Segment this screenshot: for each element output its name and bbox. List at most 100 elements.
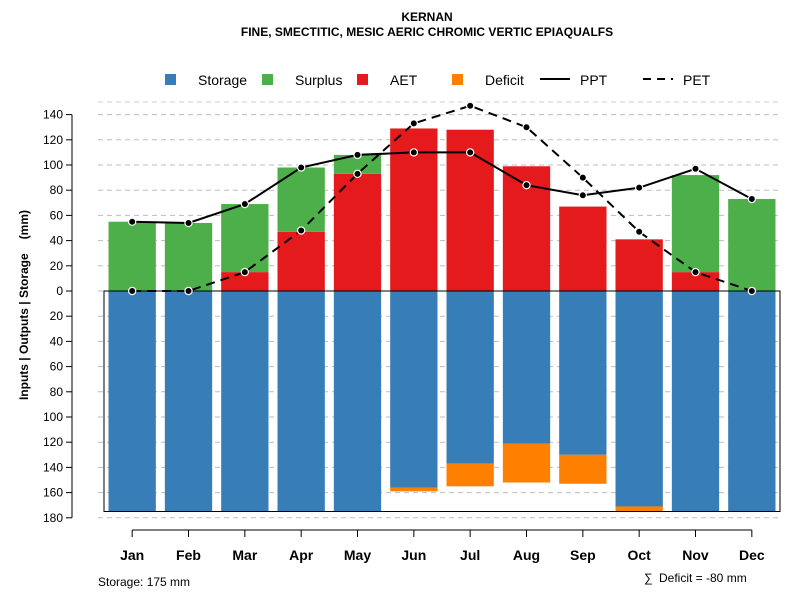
bar-storage	[221, 291, 269, 512]
storage-note: Storage: 175 mm	[98, 575, 190, 589]
y-tick-label: 160	[43, 486, 63, 500]
bar-deficit	[502, 443, 551, 483]
point-ppt	[634, 183, 644, 192]
legend-label: PET	[683, 72, 711, 88]
bar-storage	[502, 291, 551, 444]
y-axis-label-unit: (mm)	[17, 210, 31, 239]
y-tick-label: 140	[43, 460, 63, 474]
bar-surplus	[728, 199, 776, 291]
bar-deficit	[390, 487, 438, 492]
y-tick-label: 60	[50, 208, 64, 222]
bar-deficit	[559, 454, 607, 484]
bar-storage	[446, 291, 494, 464]
y-tick-label: 180	[43, 511, 63, 525]
bar-storage	[559, 291, 607, 455]
x-tick-label: Sep	[570, 547, 596, 563]
point-ppt	[240, 199, 250, 209]
y-tick-label: 20	[50, 259, 64, 273]
legend-label: Deficit	[485, 72, 524, 88]
y-tick-label: 60	[50, 360, 64, 374]
bar-storage	[390, 291, 438, 488]
legend-label: Surplus	[295, 72, 342, 88]
legend-swatch	[452, 74, 463, 85]
point-ppt	[691, 164, 700, 173]
sum-symbol: ∑	[644, 571, 653, 585]
legend-label: AET	[390, 72, 418, 88]
point-ppt	[296, 163, 306, 172]
y-tick-label: 0	[56, 284, 63, 298]
legend-swatch	[357, 74, 368, 85]
chart-subtitle: FINE, SMECTITIC, MESIC AERIC CHROMIC VER…	[241, 25, 613, 39]
bar-surplus	[164, 222, 213, 291]
x-tick-label: Oct	[627, 547, 651, 563]
x-tick-label: May	[344, 547, 371, 563]
bar-surplus	[108, 221, 156, 291]
bar-deficit	[615, 506, 663, 512]
x-tick-label: Apr	[289, 547, 314, 563]
bar-aet	[333, 173, 382, 291]
point-pet	[578, 173, 588, 182]
x-tick-label: Nov	[682, 547, 709, 563]
y-tick-label: 140	[43, 108, 63, 122]
point-pet	[634, 227, 644, 236]
line-pet	[132, 104, 753, 292]
legend-label: PPT	[580, 72, 608, 88]
bar-aet	[559, 206, 607, 291]
x-tick-label: Dec	[739, 547, 765, 563]
point-pet	[522, 122, 531, 132]
bar-surplus	[221, 204, 269, 273]
point-pet	[127, 286, 137, 296]
x-tick-label: Jan	[120, 547, 144, 563]
point-pet	[691, 267, 700, 277]
y-tick-label: 40	[50, 234, 64, 248]
point-ppt	[522, 180, 531, 190]
bar-aet	[277, 231, 325, 291]
y-tick-label: 80	[50, 183, 64, 197]
chart-title: KERNAN	[401, 10, 452, 24]
point-ppt	[747, 194, 757, 204]
bar-storage	[164, 291, 213, 512]
bar-storage	[615, 291, 663, 507]
x-tick-label: Jul	[460, 547, 480, 563]
point-ppt	[465, 148, 475, 157]
y-tick-label: 120	[43, 133, 63, 147]
series-lines	[127, 101, 757, 296]
bar-storage	[277, 291, 325, 512]
legend-swatch	[262, 74, 273, 85]
y-axis-label-text: Inputs | Outputs | Storage	[17, 253, 31, 400]
bar-aet	[615, 239, 663, 291]
bar-storage	[333, 291, 382, 512]
x-tick-label: Aug	[513, 547, 540, 563]
point-ppt	[353, 150, 362, 160]
point-pet	[353, 169, 362, 179]
bar-deficit	[446, 463, 494, 487]
point-pet	[184, 286, 193, 296]
y-tick-label: 100	[43, 410, 63, 424]
point-pet	[747, 286, 757, 296]
point-pet	[296, 226, 306, 235]
legend-label: Storage	[198, 72, 247, 88]
point-pet	[240, 267, 250, 277]
y-tick-label: 20	[50, 309, 64, 323]
point-pet	[409, 119, 419, 128]
y-tick-label: 80	[50, 385, 64, 399]
gridlines	[98, 101, 782, 519]
point-ppt	[409, 148, 419, 157]
y-tick-label: 120	[43, 435, 63, 449]
axes: 140 120 100 80 60 40 20 0 20 40 60 80 100 120 140 160 18…	[43, 108, 765, 563]
y-tick-label: 40	[50, 334, 64, 348]
bar-storage	[728, 291, 776, 512]
x-tick-label: Feb	[176, 547, 201, 563]
legend-swatch	[165, 74, 176, 85]
x-tick-label: Mar	[232, 547, 257, 563]
point-pet	[465, 101, 475, 110]
line-ppt	[132, 151, 753, 225]
y-tick-label: 100	[43, 158, 63, 172]
bar-storage	[671, 291, 720, 512]
point-ppt	[184, 218, 193, 228]
point-ppt	[127, 217, 137, 226]
bar-surplus	[671, 175, 720, 273]
bar-surplus	[333, 154, 382, 174]
bars	[103, 128, 781, 512]
